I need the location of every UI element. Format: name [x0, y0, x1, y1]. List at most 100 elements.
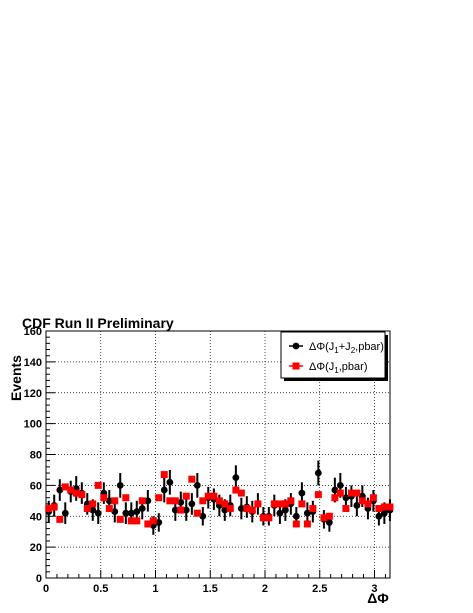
axes: 0 20 40 60 80 100 120 140 160 0 0.5 1 1.5 2 2.5 3: [24, 326, 386, 595]
data-point-square: [254, 500, 262, 508]
data-point-circle: [160, 486, 168, 494]
data-point-circle: [116, 481, 124, 489]
data-point-square: [105, 505, 113, 513]
data-point-square: [155, 494, 163, 502]
y-tick-label: 80: [30, 450, 42, 462]
data-point-square: [375, 505, 383, 513]
data-point-square: [138, 497, 146, 505]
data-point-square: [303, 520, 311, 528]
data-point-circle: [111, 508, 119, 516]
data-point-circle: [94, 509, 102, 517]
data-point-circle: [61, 509, 69, 517]
data-point-circle: [380, 509, 388, 517]
data-point-circle: [292, 512, 300, 520]
y-tick-label: 120: [24, 388, 42, 400]
data-point-circle: [89, 506, 97, 514]
data-point-square: [116, 515, 124, 523]
data-point-square: [149, 517, 157, 525]
data-point-square: [358, 497, 366, 505]
data-point-square: [100, 494, 108, 502]
x-tick-label: 2: [262, 583, 268, 595]
data-point-square: [215, 497, 223, 505]
data-point-square: [364, 500, 372, 508]
data-point-square: [320, 514, 328, 522]
data-point-square: [380, 503, 388, 511]
x-tick-label: 1.5: [203, 583, 218, 595]
data-point-circle: [56, 486, 64, 494]
data-point-square: [314, 491, 322, 499]
y-tick-label: 100: [24, 419, 42, 431]
legend-box: [280, 331, 386, 379]
data-point-square: [166, 497, 174, 505]
data-point-square: [56, 515, 64, 523]
data-point-square: [67, 486, 75, 494]
data-point-circle: [314, 469, 322, 477]
data-point-circle: [122, 509, 130, 517]
data-point-circle: [199, 512, 207, 520]
y-axis-title: Events: [8, 355, 24, 401]
data-point-square: [232, 486, 240, 494]
data-point-square: [182, 492, 190, 500]
data-point-square: [188, 475, 196, 483]
data-point-square: [94, 481, 102, 489]
data-point-circle: [166, 478, 174, 486]
y-tick-label: 140: [24, 357, 42, 369]
data-point-square: [331, 494, 339, 502]
data-point-circle: [331, 486, 339, 494]
y-tick-label: 0: [36, 573, 42, 585]
data-point-square: [265, 514, 273, 522]
legend-marker-circle: [292, 342, 300, 350]
data-point-circle: [281, 506, 289, 514]
data-point-square: [276, 500, 284, 508]
legend: ΔΦ(J1+J2,pbar) ΔΦ(J1,pbar): [280, 331, 388, 381]
y-tick-label: 60: [30, 480, 42, 492]
data-point-circle: [325, 519, 333, 526]
data-point-circle: [276, 509, 284, 517]
data-point-square: [204, 492, 212, 500]
data-point-square: [248, 506, 256, 514]
data-point-square: [342, 505, 350, 513]
data-point-square: [221, 500, 229, 508]
y-tick-label: 40: [30, 511, 42, 523]
data-point-square: [259, 514, 267, 522]
data-point-circle: [182, 506, 190, 514]
data-point-square: [193, 509, 201, 517]
x-tick-label: 0.5: [93, 583, 108, 595]
data-point-circle: [155, 519, 163, 526]
data-point-circle: [336, 481, 344, 489]
x-tick-label: 0: [43, 583, 49, 595]
chart-title: CDF Run II Preliminary: [22, 315, 174, 331]
data-point-circle: [298, 489, 306, 497]
data-point-square: [45, 505, 53, 513]
data-point-square: [199, 497, 207, 505]
data-point-square: [325, 512, 333, 520]
y-tick-label: 20: [30, 542, 42, 554]
data-point-circle: [133, 508, 141, 516]
data-point-square: [210, 492, 218, 500]
data-point-circle: [353, 502, 361, 509]
data-point-square: [347, 489, 355, 497]
grid-lines: [46, 331, 390, 578]
data-point-square: [292, 520, 300, 528]
data-point-circle: [232, 474, 240, 482]
y-tick-label: 160: [24, 326, 42, 338]
data-point-square: [281, 500, 289, 508]
data-point-circle: [105, 497, 113, 505]
legend-label: ΔΦ(J1+J2,pbar): [309, 341, 384, 355]
data-point-circle: [144, 497, 152, 505]
data-point-square: [61, 483, 69, 491]
data-point-circle: [303, 509, 311, 517]
data-point-square: [72, 489, 80, 497]
data-point-circle: [177, 498, 185, 506]
x-tick-label: 2.5: [312, 583, 327, 595]
data-point-square: [353, 489, 361, 497]
data-point-square: [83, 505, 91, 513]
data-point-square: [122, 494, 130, 502]
data-point-square: [336, 489, 344, 497]
data-point-circle: [237, 505, 245, 512]
data-point-circle: [375, 512, 383, 520]
data-point-circle: [138, 505, 146, 512]
data-point-square: [386, 503, 394, 511]
data-point-circle: [127, 509, 135, 517]
